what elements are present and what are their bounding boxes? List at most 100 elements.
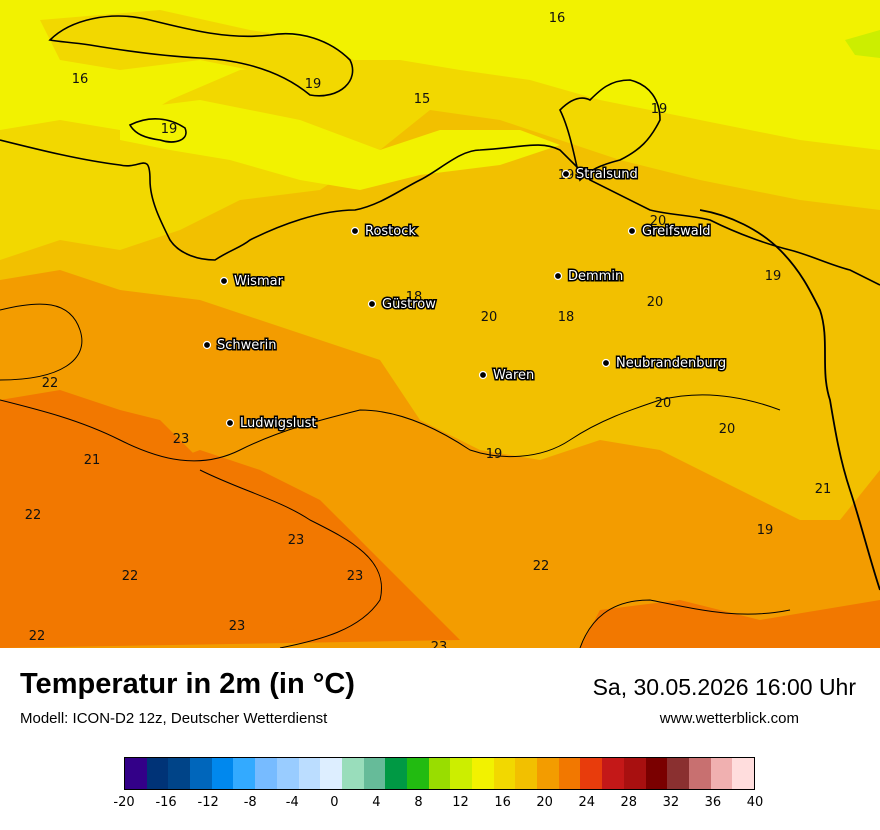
color-swatch xyxy=(450,758,472,789)
city-label: Wismar xyxy=(234,274,284,289)
scale-tick-label: -16 xyxy=(155,795,177,810)
lolland-island xyxy=(48,15,354,97)
scale-tick-label: 40 xyxy=(746,795,764,810)
scale-tick-label: 12 xyxy=(452,795,469,810)
isoline-label: 19 xyxy=(757,523,774,538)
color-swatch xyxy=(168,758,191,789)
color-swatch xyxy=(558,758,581,789)
scale-tick-label: 16 xyxy=(494,795,511,810)
isoline-label: 20 xyxy=(647,295,664,310)
scale-tick-label: 8 xyxy=(414,795,423,810)
color-swatch xyxy=(667,758,689,789)
fehmarn-island xyxy=(128,118,187,143)
isoline-label: 19 xyxy=(305,77,322,92)
isoline-label: 16 xyxy=(549,11,566,26)
color-swatch xyxy=(320,758,342,789)
city-label: Schwerin xyxy=(217,338,276,353)
city-wismar: Wismar xyxy=(219,273,285,291)
coastline xyxy=(0,139,880,286)
city-dot xyxy=(478,370,488,380)
scale-tick-label: -4 xyxy=(285,795,299,810)
city-label: Neubrandenburg xyxy=(616,356,726,371)
city-label: Demmin xyxy=(568,269,623,284)
isoline-label: 19 xyxy=(486,447,503,462)
isoline-label: 22 xyxy=(122,569,139,584)
city-ludwigslust: Ludwigslust xyxy=(225,415,318,433)
color-swatch xyxy=(710,758,733,789)
isoline-label: 19 xyxy=(651,102,668,117)
scale-tick-label: 36 xyxy=(704,795,722,810)
color-swatch xyxy=(276,758,299,789)
color-swatch xyxy=(602,758,624,789)
state-border-west xyxy=(0,303,83,381)
map-title: Temperatur in 2m (in °C) xyxy=(20,668,355,700)
color-swatch xyxy=(580,758,603,789)
color-swatch xyxy=(363,758,386,789)
field-darkorange-se xyxy=(580,600,880,648)
color-swatch xyxy=(515,758,538,789)
isoline-label: 20 xyxy=(719,422,736,437)
color-swatch xyxy=(125,758,147,789)
temperature-map: 16 16 19 15 19 19 19 20 19 18 20 20 18 22 20 20 23 21 19 21… xyxy=(0,0,880,648)
color-swatch xyxy=(472,758,494,789)
isoline-label: 23 xyxy=(431,640,448,648)
color-swatch xyxy=(428,758,451,789)
isoline-label: 20 xyxy=(655,396,672,411)
city-dot xyxy=(627,226,637,236)
city-rostock: Rostock xyxy=(350,223,418,241)
city-waren: Waren xyxy=(478,367,536,385)
city-neubrandenburg: Neubrandenburg xyxy=(601,355,728,373)
field-lightgreen xyxy=(845,30,880,58)
isoline-label: 22 xyxy=(42,376,59,391)
isoline-label: 20 xyxy=(481,310,498,325)
scale-tick-label: 20 xyxy=(536,795,553,810)
city-dot xyxy=(553,271,563,281)
scale-tick-label: 24 xyxy=(578,795,595,810)
color-swatch xyxy=(645,758,668,789)
website-link[interactable]: www.wetterblick.com xyxy=(659,710,799,727)
city-dot xyxy=(225,418,235,428)
city-label: Rostock xyxy=(365,224,416,239)
city-stralsund: Stralsund xyxy=(561,166,639,184)
isoline-label: 23 xyxy=(288,533,305,548)
city-schwerin: Schwerin xyxy=(202,337,278,355)
scale-tick-label: 0 xyxy=(330,795,339,810)
scale-tick-label: 28 xyxy=(620,795,638,810)
border-poland xyxy=(699,209,880,591)
state-border-se xyxy=(579,599,791,648)
scale-tick-label: 32 xyxy=(662,795,680,810)
city-label: Greifswald xyxy=(642,224,711,239)
model-info: Modell: ICON-D2 12z, Deutscher Wetterdie… xyxy=(20,710,328,727)
color-swatch xyxy=(732,758,754,789)
city-label: Waren xyxy=(493,368,534,383)
state-border-center xyxy=(199,469,382,648)
isoline-label: 22 xyxy=(533,559,550,574)
isoline-label: 22 xyxy=(25,508,42,523)
color-swatch xyxy=(688,758,711,789)
state-border-south xyxy=(0,394,781,462)
city-label: Stralsund xyxy=(576,167,638,182)
isoline-label: 15 xyxy=(414,92,431,107)
city-dot xyxy=(367,299,377,309)
field-gold-isle xyxy=(40,10,370,80)
isoline-label: 22 xyxy=(29,629,46,644)
isoline-label: 18 xyxy=(406,290,423,305)
color-swatch xyxy=(623,758,646,789)
city-label: Ludwigslust xyxy=(240,416,317,431)
scale-tick-label: -8 xyxy=(243,795,257,810)
city-greifswald: Greifswald xyxy=(627,223,712,241)
color-swatch xyxy=(298,758,321,789)
city-label: Güstrow xyxy=(382,297,436,312)
field-darkorange-center xyxy=(120,450,380,640)
color-swatch xyxy=(146,758,169,789)
city-dot xyxy=(561,169,571,179)
isoline-label: 20 xyxy=(650,214,667,229)
temperature-color-scale xyxy=(124,757,755,790)
color-swatch xyxy=(385,758,407,789)
isoline-label: 21 xyxy=(815,482,832,497)
map-canvas: 16 16 19 15 19 19 19 20 19 18 20 20 18 22 20 20 23 21 19 21… xyxy=(0,0,880,648)
field-orange-west xyxy=(0,270,200,390)
color-swatch xyxy=(341,758,364,789)
isoline-label: 21 xyxy=(84,453,101,468)
city-dot xyxy=(202,340,212,350)
